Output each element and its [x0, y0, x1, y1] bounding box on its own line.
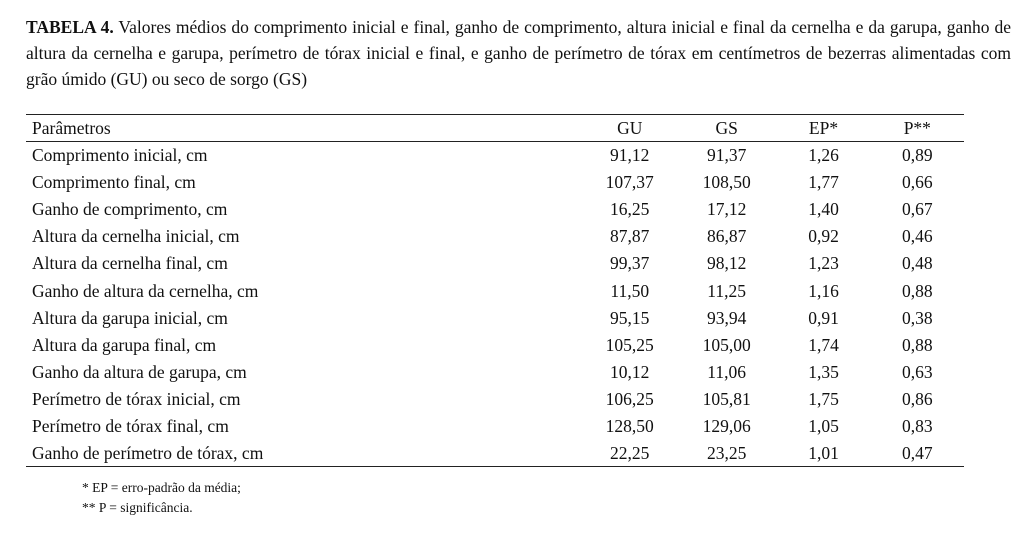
table-row: Ganho da altura de garupa, cm 10,12 11,06 1…: [26, 359, 964, 386]
table-row: Comprimento inicial, cm 91,12 91,37 1,26 0,8…: [26, 141, 964, 169]
cell-gu: 91,12: [610, 145, 650, 166]
footnote-p: ** P = significância.: [82, 500, 193, 515]
cell-gu: 107,37: [605, 172, 654, 193]
cell-ep: 0,92: [808, 226, 839, 247]
table-row: Ganho de altura da cernelha, cm 11,50 11,2…: [26, 277, 964, 304]
cell-ep: 0,91: [808, 307, 839, 328]
table-row: Comprimento final, cm 107,37 108,50 1,77 0,6…: [26, 169, 964, 196]
table-top-rule: [26, 114, 964, 115]
cell-gu: 128,50: [605, 415, 654, 436]
table-row: Perímetro de tórax final, cm 128,50 129,06…: [26, 413, 964, 440]
cell-p: 0,48: [902, 253, 933, 274]
cell-parametro: Altura da garupa final, cm: [32, 334, 217, 355]
cell-parametro: Altura da cernelha inicial, cm: [32, 226, 240, 247]
cell-ep: 1,01: [808, 443, 839, 464]
column-header-p: P**: [903, 117, 931, 138]
cell-ep: 1,23: [808, 253, 839, 274]
cell-gu: 10,12: [610, 361, 650, 382]
cell-p: 0,47: [902, 443, 933, 464]
cell-gs: 11,25: [707, 280, 747, 301]
footnotes: * EP = erro-padrão da média; ** P = sign…: [82, 478, 241, 518]
table-row: Ganho de perímetro de tórax, cm 22,25 23,2…: [26, 440, 964, 467]
cell-parametro: Ganho da altura de garupa, cm: [32, 361, 247, 382]
cell-parametro: Ganho de perímetro de tórax, cm: [32, 443, 264, 464]
cell-gu: 16,25: [610, 199, 650, 220]
cell-gs: 23,25: [706, 443, 747, 464]
cell-parametro: Ganho de comprimento, cm: [32, 199, 228, 220]
column-header-gs: GS: [715, 117, 738, 138]
cell-p: 0,89: [902, 145, 933, 166]
table-row: Altura da cernelha final, cm 99,37 98,12 1,…: [26, 250, 964, 277]
cell-parametro: Ganho de altura da cernelha, cm: [32, 280, 259, 301]
cell-p: 0,83: [902, 415, 933, 436]
table-caption-text: Valores médios do comprimento inicial e …: [26, 17, 1011, 89]
cell-ep: 1,75: [808, 388, 839, 409]
cell-parametro: Altura da cernelha final, cm: [32, 253, 228, 274]
cell-ep: 1,26: [808, 145, 839, 166]
cell-ep: 1,77: [808, 172, 839, 193]
column-header-parametros: Parâmetros: [32, 117, 111, 138]
cell-ep: 1,74: [808, 334, 839, 355]
cell-ep: 1,16: [808, 280, 839, 301]
cell-gs: 86,87: [706, 226, 747, 247]
cell-p: 0,46: [902, 226, 933, 247]
cell-parametro: Altura da garupa inicial, cm: [32, 307, 228, 328]
table-body: Comprimento inicial, cm 91,12 91,37 1,26 0,8…: [26, 141, 964, 467]
table-row: Perímetro de tórax inicial, cm 106,25 105,…: [26, 386, 964, 413]
cell-gs: 108,50: [702, 172, 751, 193]
footnote-ep: * EP = erro-padrão da média;: [82, 480, 241, 495]
cell-gs: 91,37: [706, 145, 747, 166]
cell-ep: 1,35: [808, 361, 839, 382]
cell-gu: 87,87: [610, 226, 650, 247]
table-bottom-rule: [26, 466, 964, 467]
table-row: Ganho de comprimento, cm 16,25 17,12 1,40 0,…: [26, 196, 964, 223]
cell-p: 0,88: [902, 280, 933, 301]
cell-gu: 95,15: [610, 307, 650, 328]
cell-gs: 93,94: [706, 307, 747, 328]
cell-ep: 1,05: [808, 415, 839, 436]
cell-gs: 105,00: [702, 334, 751, 355]
cell-gs: 129,06: [702, 415, 751, 436]
data-table: Parâmetros GU GS EP* P** Comprimento ini…: [26, 115, 964, 467]
cell-ep: 1,40: [808, 199, 839, 220]
table-row: Altura da garupa final, cm 105,25 105,00 1,…: [26, 332, 964, 359]
cell-gu: 106,25: [605, 388, 654, 409]
cell-gs: 105,81: [702, 388, 751, 409]
cell-gs: 11,06: [707, 361, 747, 382]
table-row: Altura da garupa inicial, cm 95,15 93,94 0,…: [26, 305, 964, 332]
cell-gs: 98,12: [706, 253, 747, 274]
cell-gu: 11,50: [610, 280, 650, 301]
column-header-ep: EP*: [808, 117, 839, 138]
cell-parametro: Perímetro de tórax final, cm: [32, 415, 229, 436]
cell-gs: 17,12: [706, 199, 747, 220]
cell-p: 0,38: [902, 307, 933, 328]
cell-parametro: Comprimento inicial, cm: [32, 145, 208, 166]
cell-p: 0,63: [902, 361, 933, 382]
table-header-rule: [26, 141, 964, 142]
cell-gu: 22,25: [610, 443, 650, 464]
cell-p: 0,86: [902, 388, 933, 409]
table-header-row: Parâmetros GU GS EP* P**: [26, 115, 964, 141]
column-header-gu: GU: [617, 117, 643, 138]
cell-parametro: Perímetro de tórax inicial, cm: [32, 388, 241, 409]
cell-p: 0,88: [902, 334, 933, 355]
cell-gu: 99,37: [610, 253, 650, 274]
cell-p: 0,67: [902, 199, 933, 220]
cell-parametro: Comprimento final, cm: [32, 172, 196, 193]
cell-p: 0,66: [902, 172, 933, 193]
cell-gu: 105,25: [605, 334, 654, 355]
table-row: Altura da cernelha inicial, cm 87,87 86,87…: [26, 223, 964, 250]
table-caption-label: TABELA 4.: [26, 17, 114, 37]
table-caption: TABELA 4. Valores médios do comprimento …: [26, 14, 1011, 92]
